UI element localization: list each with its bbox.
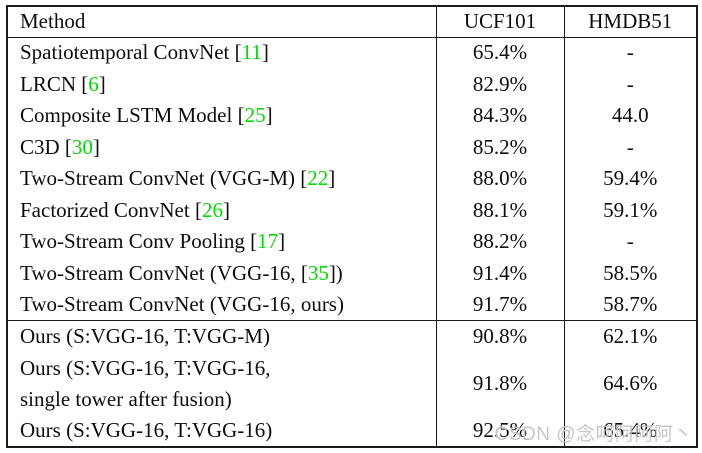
hmdb51-cell: 59.4% (563, 163, 697, 195)
method-cell: Spatiotemporal ConvNet [11] (7, 37, 436, 69)
method-text: Two-Stream ConvNet (VGG-M) [ (20, 166, 308, 191)
table-row: Two-Stream ConvNet (VGG-M) [22] 88.0% 59… (7, 163, 697, 195)
table-row: LRCN [6] 82.9% - (7, 68, 697, 101)
method-cell: Two-Stream ConvNet (VGG-16, ours) (7, 289, 436, 321)
citation-ref: 11 (241, 40, 262, 65)
method-cell: Ours (S:VGG-16, T:VGG-M) (7, 320, 436, 352)
table-row: Two-Stream Conv Pooling [17] 88.2% - (7, 226, 697, 258)
ucf101-cell: 85.2% (435, 131, 564, 163)
table-row: Factorized ConvNet [26] 88.1% 59.1% (7, 194, 697, 227)
table-row: Two-Stream ConvNet (VGG-16, [35]) 91.4% … (7, 257, 697, 290)
ucf101-cell: 84.3% (435, 100, 564, 132)
method-text: Two-Stream Conv Pooling [ (20, 229, 258, 254)
column-header-ucf101: UCF101 (435, 6, 564, 38)
hmdb51-cell: - (563, 37, 697, 69)
hmdb51-cell: 64.6% (563, 352, 697, 415)
method-text: Two-Stream ConvNet (VGG-16, ours) (20, 291, 344, 316)
column-header-method: Method (7, 6, 436, 38)
hmdb51-cell: 62.1% (563, 320, 697, 352)
citation-ref: 17 (257, 229, 279, 254)
ucf101-cell: 90.8% (435, 320, 564, 352)
method-text: ] (98, 71, 106, 96)
method-cell: Two-Stream ConvNet (VGG-16, [35]) (7, 258, 436, 290)
method-cell: LRCN [6] (7, 69, 436, 101)
method-text: C3D [ (20, 134, 72, 159)
ucf101-cell: 88.2% (435, 226, 564, 258)
method-text: ] (222, 197, 230, 222)
hmdb51-cell: 58.5% (563, 257, 697, 289)
method-text: Ours (S:VGG-16, T:VGG-16) (20, 417, 273, 442)
hmdb51-cell: - (563, 68, 697, 100)
method-cell: Ours (S:VGG-16, T:VGG-16, single tower a… (7, 352, 436, 415)
method-text: ] (328, 166, 336, 191)
method-cell: C3D [30] (7, 132, 436, 164)
results-table: Method UCF101 HMDB51 Spatiotemporal Conv… (6, 5, 698, 448)
method-text: ] (278, 229, 286, 254)
citation-ref: 22 (307, 166, 329, 191)
ucf101-cell: 88.0% (435, 163, 564, 195)
method-text: Two-Stream ConvNet (VGG-16, [ (20, 260, 308, 285)
hmdb51-cell: 59.1% (563, 194, 697, 226)
hmdb51-cell: 44.0 (563, 100, 697, 132)
ucf101-cell: 91.4% (435, 257, 564, 289)
ucf101-cell: 91.8% (435, 352, 564, 415)
table-row: Composite LSTM Model [25] 84.3% 44.0 (7, 100, 697, 132)
method-text: ] (92, 134, 100, 159)
table-row: Ours (S:VGG-16, T:VGG-16, single tower a… (7, 352, 697, 415)
citation-ref: 35 (307, 260, 329, 285)
method-text: ] (265, 103, 273, 128)
hmdb51-cell: - (563, 131, 697, 163)
hmdb51-cell: - (563, 226, 697, 258)
method-text: LRCN [ (20, 71, 89, 96)
method-text: Spatiotemporal ConvNet [ (20, 40, 242, 65)
citation-ref: 26 (201, 197, 223, 222)
method-text-line1: Ours (S:VGG-16, T:VGG-16, (20, 355, 271, 380)
citation-ref: 6 (88, 71, 99, 96)
table-row: Spatiotemporal ConvNet [11] 65.4% - (7, 37, 697, 69)
ucf101-cell: 88.1% (435, 194, 564, 226)
header-row: Method UCF101 HMDB51 (7, 6, 697, 38)
citation-ref: 30 (71, 134, 93, 159)
method-text: ]) (328, 260, 343, 285)
ucf101-cell: 91.7% (435, 289, 564, 321)
method-text: Factorized ConvNet [ (20, 197, 202, 222)
ucf101-cell: 92.5% (435, 415, 564, 447)
method-cell: Two-Stream ConvNet (VGG-M) [22] (7, 163, 436, 195)
hmdb51-cell: 58.7% (563, 289, 697, 321)
ucf101-cell: 65.4% (435, 37, 564, 69)
method-text: Composite LSTM Model [ (20, 103, 245, 128)
method-cell: Ours (S:VGG-16, T:VGG-16) (7, 415, 436, 447)
method-cell: Factorized ConvNet [26] (7, 195, 436, 227)
method-text: Ours (S:VGG-16, T:VGG-M) (20, 323, 270, 348)
method-cell: Two-Stream Conv Pooling [17] (7, 226, 436, 258)
table-row: C3D [30] 85.2% - (7, 131, 697, 164)
method-text: ] (261, 40, 269, 65)
hmdb51-cell: 65.4% (563, 415, 697, 447)
table-row: Ours (S:VGG-16, T:VGG-M) 90.8% 62.1% (7, 320, 697, 352)
table-row: Two-Stream ConvNet (VGG-16, ours) 91.7% … (7, 289, 697, 321)
table-row: Ours (S:VGG-16, T:VGG-16) 92.5% 65.4% (7, 415, 697, 447)
method-text-line2: single tower after fusion) (20, 386, 232, 411)
citation-ref: 25 (244, 103, 266, 128)
column-header-hmdb51: HMDB51 (563, 6, 697, 38)
method-cell: Composite LSTM Model [25] (7, 100, 436, 132)
ucf101-cell: 82.9% (435, 68, 564, 100)
